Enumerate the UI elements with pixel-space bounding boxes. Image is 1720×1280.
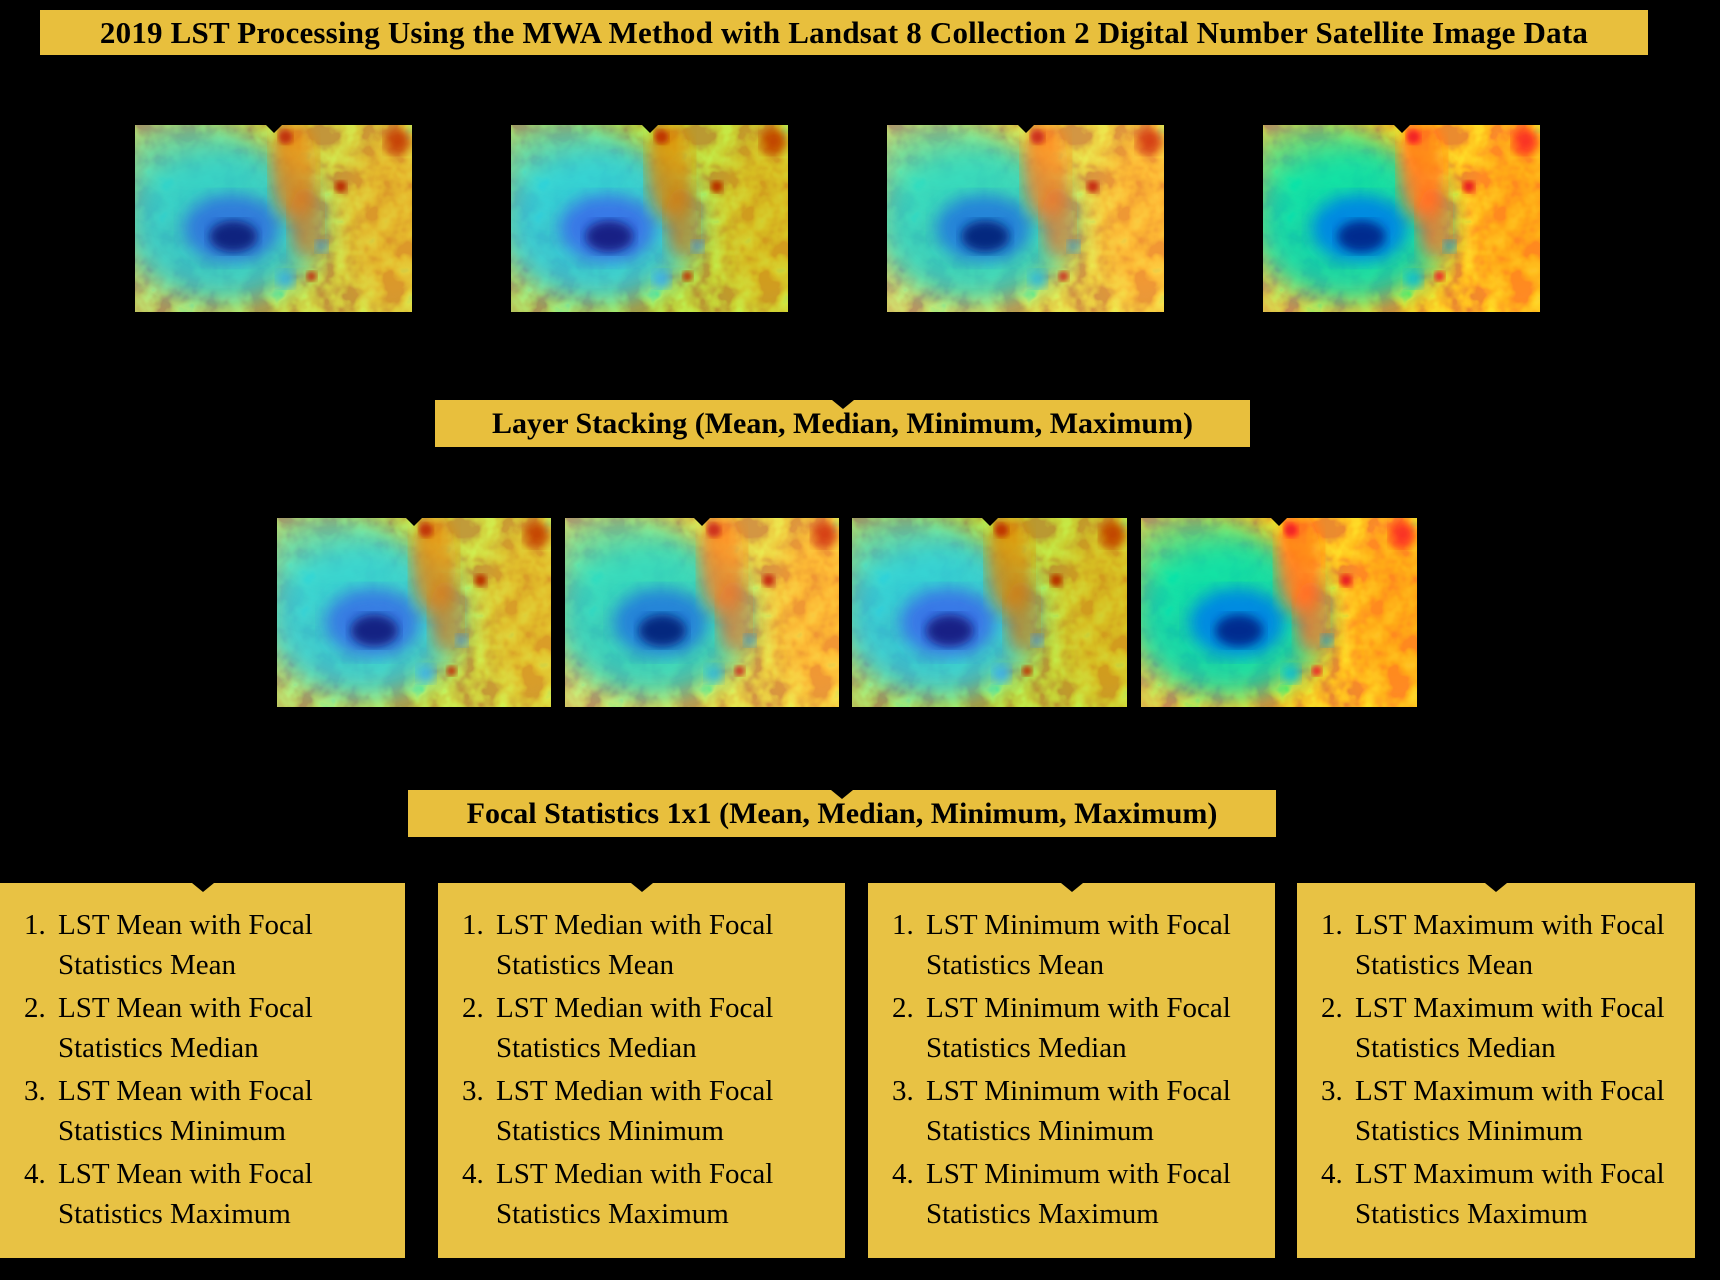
result-list-item: 1. LST Median with Focal Statistics Mean [462,905,835,985]
lst-map-row2-minimum [852,518,1127,707]
result-list-item: 4. LST Maximum with Focal Statistics Maxi… [1321,1154,1685,1234]
focal-statistics-banner: Focal Statistics 1x1 (Mean, Median, Mini… [408,790,1276,837]
result-list-item: 1. LST Maximum with Focal Statistics Mean [1321,905,1685,985]
result-list-item: 4. LST Median with Focal Statistics Maxim… [462,1154,835,1234]
result-list-mean: 1. LST Mean with Focal Statistics Mean 2. L… [0,883,405,1234]
result-list-item: 4. LST Mean with Focal Statistics Maximum [24,1154,395,1234]
arrowhead-icon [265,125,282,133]
list-number: 4. [462,1158,484,1190]
arrowhead-icon [191,883,214,892]
list-text: LST Maximum with Focal Statistics Minimu… [1355,1075,1665,1147]
list-number: 2. [24,992,46,1024]
result-list-item: 2. LST Mean with Focal Statistics Median [24,988,395,1068]
arrowhead-icon [1017,125,1034,133]
result-box-lst-median: 1. LST Median with Focal Statistics Mean 2… [438,883,845,1258]
list-text: LST Minimum with Focal Statistics Maximu… [926,1158,1231,1230]
lst-map-row2-mean [277,518,551,707]
list-text: LST Mean with Focal Statistics Maximum [58,1158,313,1230]
arrowhead-icon [1060,883,1083,892]
result-list-item: 2. LST Minimum with Focal Statistics Medi… [892,988,1265,1068]
arrowhead-icon [694,518,710,526]
result-list-maximum: 1. LST Maximum with Focal Statistics Mean… [1297,883,1695,1234]
list-number: 3. [24,1075,46,1107]
lst-map-row1-4 [1263,125,1540,312]
focal-statistics-label: Focal Statistics 1x1 (Mean, Median, Mini… [466,796,1218,830]
list-number: 3. [1321,1075,1343,1107]
result-list-minimum: 1. LST Minimum with Focal Statistics Mean… [868,883,1275,1234]
lst-map-row2-median [565,518,839,707]
arrowhead-icon [1485,883,1507,892]
result-list-item: 2. LST Maximum with Focal Statistics Medi… [1321,988,1685,1068]
arrowhead-icon [981,518,998,526]
result-list-item: 1. LST Mean with Focal Statistics Mean [24,905,395,985]
arrowhead-icon [1271,518,1287,526]
result-list-median: 1. LST Median with Focal Statistics Mean 2… [438,883,845,1234]
result-list-item: 3. LST Mean with Focal Statistics Minimum [24,1071,395,1151]
list-text: LST Mean with Focal Statistics Median [58,992,313,1064]
layer-stacking-banner: Layer Stacking (Mean, Median, Minimum, M… [435,400,1250,447]
list-text: LST Mean with Focal Statistics Mean [58,909,313,981]
lst-map-row2-maximum [1141,518,1417,707]
arrowhead-icon [831,790,853,799]
list-text: LST Minimum with Focal Statistics Mean [926,909,1231,981]
list-text: LST Maximum with Focal Statistics Mean [1355,909,1665,981]
arrowhead-icon [406,518,422,526]
result-box-lst-minimum: 1. LST Minimum with Focal Statistics Mean… [868,883,1275,1258]
list-text: LST Maximum with Focal Statistics Median [1355,992,1665,1064]
list-number: 4. [892,1158,914,1190]
list-text: LST Minimum with Focal Statistics Median [926,992,1231,1064]
list-text: LST Minimum with Focal Statistics Minimu… [926,1075,1231,1147]
result-list-item: 4. LST Minimum with Focal Statistics Maxi… [892,1154,1265,1234]
result-list-item: 3. LST Median with Focal Statistics Minim… [462,1071,835,1151]
arrowhead-icon [831,400,854,409]
list-text: LST Median with Focal Statistics Maximum [496,1158,774,1230]
list-text: LST Median with Focal Statistics Mean [496,909,774,981]
result-list-item: 1. LST Minimum with Focal Statistics Mean [892,905,1265,985]
list-number: 4. [24,1158,46,1190]
lst-map-row1-1 [135,125,412,312]
arrowhead-icon [641,125,658,133]
lst-map-row1-2 [511,125,788,312]
lst-map-row1-3 [887,125,1164,312]
title-banner: 2019 LST Processing Using the MWA Method… [40,10,1648,55]
arrowhead-icon [1393,125,1410,133]
result-list-item: 2. LST Median with Focal Statistics Media… [462,988,835,1068]
list-text: LST Mean with Focal Statistics Minimum [58,1075,313,1147]
list-number: 3. [892,1075,914,1107]
result-box-lst-mean: 1. LST Mean with Focal Statistics Mean 2. L… [0,883,405,1258]
list-text: LST Median with Focal Statistics Minimum [496,1075,774,1147]
list-number: 2. [892,992,914,1024]
arrowhead-icon [630,883,653,892]
page-title: 2019 LST Processing Using the MWA Method… [99,14,1589,50]
list-number: 1. [462,909,484,941]
layer-stacking-label: Layer Stacking (Mean, Median, Minimum, M… [491,406,1194,440]
list-number: 3. [462,1075,484,1107]
result-list-item: 3. LST Minimum with Focal Statistics Mini… [892,1071,1265,1151]
list-number: 1. [1321,909,1343,941]
result-box-lst-maximum: 1. LST Maximum with Focal Statistics Mean… [1297,883,1695,1258]
list-number: 2. [462,992,484,1024]
list-number: 4. [1321,1158,1343,1190]
list-number: 1. [24,909,46,941]
list-number: 1. [892,909,914,941]
list-number: 2. [1321,992,1343,1024]
list-text: LST Median with Focal Statistics Median [496,992,774,1064]
result-list-item: 3. LST Maximum with Focal Statistics Mini… [1321,1071,1685,1151]
list-text: LST Maximum with Focal Statistics Maximu… [1355,1158,1665,1230]
